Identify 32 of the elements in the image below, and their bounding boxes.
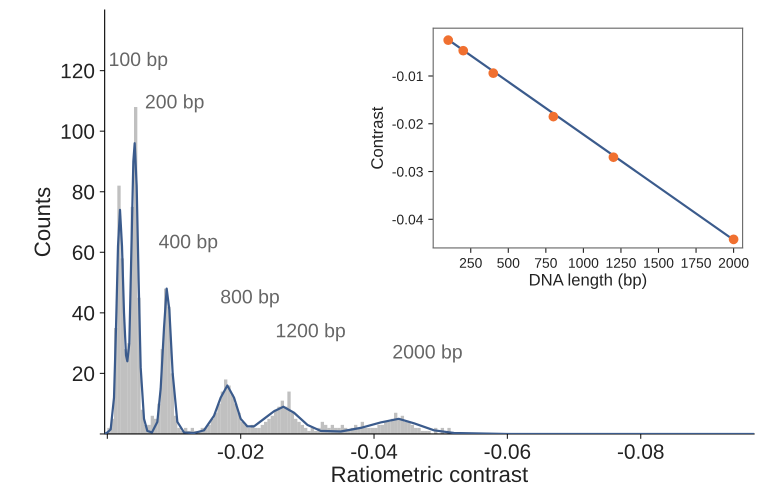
- x-axis-title: Ratiometric contrast: [332, 466, 528, 482]
- x-tick-label: 1000: [569, 258, 598, 268]
- x-tick-label: 250: [460, 258, 482, 268]
- x-tick-label: 1250: [606, 258, 636, 268]
- x-tick-label: 1750: [682, 258, 711, 268]
- annotation: 400 bp: [159, 234, 218, 252]
- annotation: 200 bp: [146, 94, 204, 112]
- x-tick-label: -0.04: [351, 444, 398, 459]
- y-tick-label: -0.01: [392, 71, 423, 82]
- y-tick-label: 120: [62, 64, 94, 78]
- annotation: 100 bp: [110, 52, 168, 70]
- y-tick-label: 40: [72, 306, 94, 321]
- y-tick-label: 20: [72, 366, 94, 382]
- y-axis-title: Counts: [34, 188, 50, 256]
- x-tick-label: 2000: [718, 258, 749, 268]
- y-tick-label: -0.02: [392, 119, 423, 129]
- y-tick-label: 60: [72, 245, 94, 260]
- x-tick-label: -0.02: [218, 444, 264, 459]
- x-tick-label: 500: [497, 258, 520, 268]
- x-tick-label: -0.06: [484, 444, 530, 459]
- annotation: 1200 bp: [276, 323, 345, 342]
- y-tick-label: -0.03: [392, 166, 423, 177]
- y-tick-label: -0.04: [392, 214, 424, 224]
- y-tick-label: 100: [62, 124, 94, 139]
- annotation: 800 bp: [221, 289, 279, 308]
- annotation: 2000 bp: [393, 344, 462, 362]
- x-tick-label: 1500: [644, 258, 674, 268]
- x-tick-label: 750: [534, 258, 557, 268]
- y-tick-label: 80: [72, 184, 94, 200]
- x-axis-title: DNA length (bp): [530, 273, 646, 289]
- y-axis-title: Contrast: [371, 106, 383, 169]
- x-tick-label: -0.08: [618, 444, 664, 459]
